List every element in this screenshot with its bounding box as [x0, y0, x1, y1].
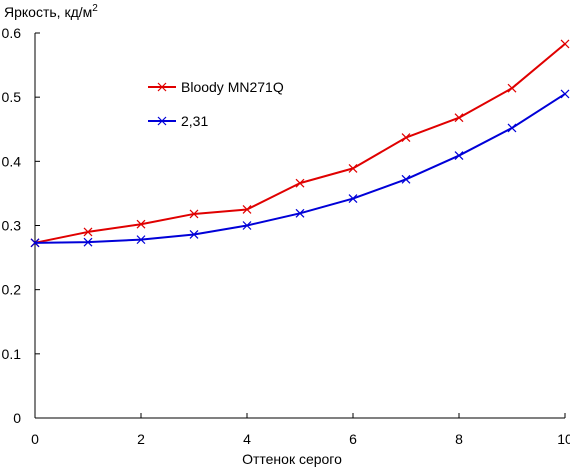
- y-axis-label-superscript: 2: [92, 3, 98, 14]
- data-point-marker: [136, 219, 146, 229]
- legend-entry: Bloody MN271Q: [148, 79, 284, 95]
- y-axis-label-text: Яркость, кд/м: [4, 4, 92, 20]
- data-point-marker: [348, 194, 358, 203]
- legend-marker: [157, 116, 167, 126]
- data-point-marker: [83, 237, 93, 247]
- data-point-marker: [295, 208, 305, 218]
- data-point-marker: [295, 178, 305, 188]
- data-point-marker: [560, 39, 570, 49]
- data-point-marker: [189, 230, 199, 239]
- data-point-marker: [242, 221, 252, 230]
- x-tick-label: 0: [31, 431, 39, 447]
- data-point-marker: [454, 113, 464, 123]
- y-axis-title: Яркость, кд/м2: [4, 3, 98, 20]
- legend: Bloody MN271Q 2,31: [148, 79, 284, 129]
- y-tick-label: 0.5: [2, 89, 22, 105]
- data-point-marker: [507, 83, 517, 93]
- data-point-marker: [401, 133, 411, 143]
- y-tick-label: 0: [13, 410, 21, 426]
- series-layer: [30, 39, 570, 248]
- data-point-marker: [454, 151, 464, 160]
- data-point-marker: [83, 227, 93, 237]
- data-point-marker: [30, 238, 40, 248]
- x-axis-label: Оттенок серого: [242, 451, 342, 467]
- x-tick-label: 2: [137, 431, 145, 447]
- y-tick-label: 0.6: [2, 25, 22, 41]
- x-tick-label: 8: [455, 431, 463, 447]
- y-tick-label: 0.4: [2, 153, 22, 169]
- y-tick-label: 0.1: [2, 346, 22, 362]
- data-point-marker: [401, 174, 411, 184]
- axes-frame: [34, 33, 565, 419]
- x-axis-ticks: 0 2 4 6 8 10: [31, 413, 570, 447]
- x-tick-label: 10: [557, 431, 570, 447]
- data-point-marker: [242, 205, 252, 214]
- data-point-marker: [507, 123, 517, 133]
- x-axis-title: Оттенок серого: [242, 451, 342, 467]
- data-point-marker: [348, 163, 358, 173]
- y-axis-label: Яркость, кд/м2: [4, 3, 98, 20]
- y-axis-ticks: 0 0.1 0.2 0.3 0.4 0.5 0.6: [2, 25, 40, 426]
- series-line: [34, 93, 566, 244]
- x-tick-label: 6: [349, 431, 357, 447]
- data-point-marker: [136, 235, 146, 245]
- data-point-marker: [189, 209, 199, 219]
- y-tick-label: 0.3: [2, 218, 22, 234]
- series-2: [30, 89, 570, 248]
- series-1: [30, 39, 570, 248]
- data-point-marker: [560, 89, 570, 99]
- legend-label: 2,31: [181, 113, 208, 129]
- y-tick-label: 0.2: [2, 282, 22, 298]
- x-tick-label: 4: [243, 431, 251, 447]
- legend-entry: 2,31: [148, 113, 208, 129]
- legend-label: Bloody MN271Q: [181, 79, 284, 95]
- legend-marker: [157, 82, 167, 92]
